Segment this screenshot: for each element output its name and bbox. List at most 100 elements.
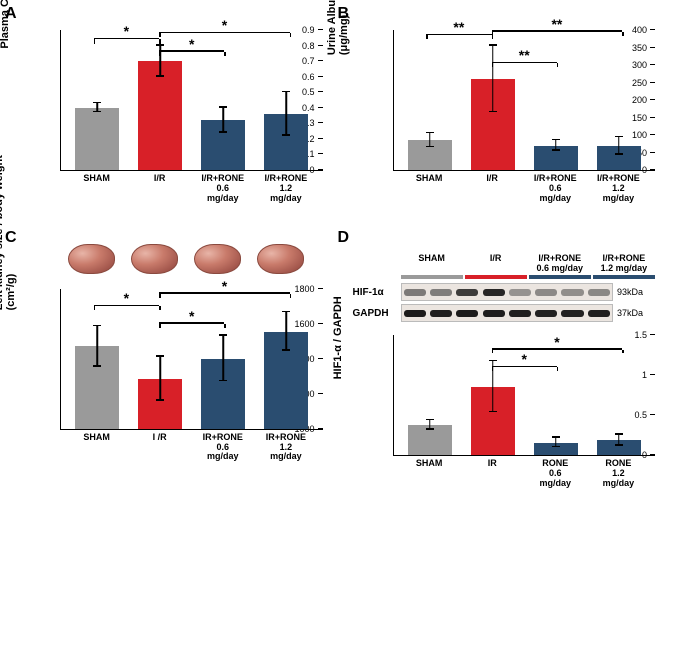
error-bar [285,92,287,136]
y-tick [318,122,323,123]
blot-band [535,310,557,317]
significance-drop [290,33,292,37]
y-tick [318,138,323,139]
y-tick [650,29,655,30]
x-axis-label: SHAM [398,174,461,204]
significance-star: * [124,290,129,306]
bar-group [192,289,255,429]
error-bar [97,326,99,366]
kidney-image [257,244,304,274]
error-cap [552,139,560,141]
panel-a: A Plasma Creatinine (mg/dL) 00.10.20.30.… [10,10,333,214]
kidney-row [10,234,333,279]
blot-colorbar [529,275,591,279]
error-bar [618,137,620,155]
significance-star: ** [453,19,464,35]
chart-b: Urine Albumine/Creatinine (μg/mg) 050100… [343,10,666,214]
blot-colorbar [401,275,463,279]
blot-header: SHAM [401,254,463,274]
y-tick [650,152,655,153]
blot-lane [402,305,428,321]
error-cap [156,399,164,401]
significance-drop [622,350,624,354]
blot-lane [428,284,454,300]
error-cap [282,134,290,136]
significance-drop [159,33,161,37]
bar-group [587,335,650,455]
kidney-image [131,244,178,274]
chart-c-area: 10001200140016001800*** [60,289,323,430]
error-cap [426,419,434,421]
blot-band [561,310,583,317]
x-axis-label: RONE 0.6 mg/day [524,459,587,489]
y-tick [650,82,655,83]
significance-star: * [222,17,227,33]
panel-d-label: D [338,229,350,247]
blot-band [404,289,426,296]
error-cap [282,349,290,351]
y-tick [650,334,655,335]
blot-band [588,289,610,296]
blot-band [430,289,452,296]
significance-drop [159,39,161,43]
kidney-image [68,244,115,274]
y-tick [650,99,655,100]
error-cap [219,131,227,133]
error-cap [156,44,164,46]
significance-star: * [189,308,194,324]
bar-group [399,30,462,170]
y-tick [318,153,323,154]
significance-drop [159,306,161,310]
x-axis-label: I/R+RONE 1.2 mg/day [254,174,317,204]
error-bar [492,46,494,113]
x-axis-label: SHAM [398,459,461,489]
significance-star: * [554,334,559,350]
bar [75,108,119,170]
x-axis-label: I/R [461,174,524,204]
blot-band [483,310,505,317]
blot-headers: SHAMI/RI/R+RONE 0.6 mg/dayI/R+RONE 1.2 m… [353,254,656,274]
bar-group [461,30,524,170]
blot-row: GAPDH37kDa [353,304,656,322]
bar-group [66,289,129,429]
bar-group [524,30,587,170]
blot-band [483,289,505,296]
x-axis-label: IR+RONE 1.2 mg/day [254,433,317,463]
error-bar [160,357,162,401]
chart-a-area: 00.10.20.30.40.50.60.70.80.9*** [60,30,323,171]
error-cap [156,75,164,77]
error-cap [615,153,623,155]
figure-grid: A Plasma Creatinine (mg/dL) 00.10.20.30.… [10,10,665,499]
blot-lanes [401,283,614,301]
error-cap [489,111,497,113]
bar-group [255,30,318,170]
significance-drop [492,367,494,371]
significance-star: ** [519,47,530,63]
blot-band [535,289,557,296]
blot-header: I/R+RONE 0.6 mg/day [529,254,591,274]
y-tick [318,107,323,108]
blot-lane [507,305,533,321]
y-tick [650,64,655,65]
blot-lane [533,305,559,321]
blot-lanes [401,304,614,322]
x-axis-label: IR [461,459,524,489]
y-tick [650,374,655,375]
x-axis-label: SHAM [65,174,128,204]
blot-colorbars [353,275,656,279]
chart-b-area: 050100150200250300350400****** [393,30,656,171]
error-cap [156,355,164,357]
chart-d: HIF1-α / GAPDH 00.511.5** SHAMIRRONE 0.6… [343,330,666,499]
chart-d-area: 00.511.5** [393,335,656,456]
blot-lane [586,284,612,300]
chart-c-xlabels: SHAMI /RIR+RONE 0.6 mg/dayIR+RONE 1.2 mg… [60,430,323,463]
significance-drop [224,324,226,328]
significance-star: * [522,351,527,367]
error-cap [552,149,560,151]
y-tick [650,414,655,415]
blot-band [509,310,531,317]
significance-drop [290,294,292,298]
significance-drop [426,35,428,39]
error-cap [615,433,623,435]
blot-lane [454,284,480,300]
